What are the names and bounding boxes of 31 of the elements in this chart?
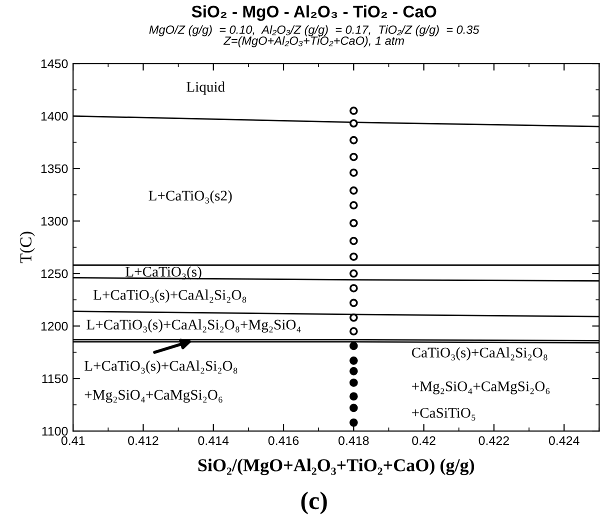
annotation: Liquid bbox=[186, 82, 225, 95]
y-tick-label: 1350 bbox=[41, 164, 68, 174]
x-axis-title: SiO₂/(MgO+Al₂O₃+TiO₂+CaO) (g/g) bbox=[198, 458, 474, 476]
annotation: L+CaTiO₃(s)+CaAl₂Si₂O₈ bbox=[84, 360, 238, 374]
y-tick-label: 1200 bbox=[41, 322, 68, 331]
text: (c) bbox=[301, 492, 327, 514]
y-tick-label: 1150 bbox=[42, 374, 68, 384]
annotation: L+CaTiO₃(s)+CaAl₂Si₂O₈+Mg₂SiO₄ bbox=[86, 319, 301, 333]
y-tick-label: 1100 bbox=[42, 426, 68, 436]
annotation: L+CaTiO₃(s)+CaAl₂Si₂O₈ bbox=[93, 290, 246, 303]
annotation: +Mg₂SiO₄+CaMgSi₂O₆ bbox=[84, 390, 222, 403]
annotation: L+CaTiO₃(s) bbox=[126, 266, 202, 280]
x-tick-label: 0.422 bbox=[478, 436, 509, 446]
x-tick-label: 0.412 bbox=[128, 436, 158, 446]
x-tick-label: 0.424 bbox=[548, 436, 580, 446]
x-tick-label: 0.41 bbox=[61, 436, 85, 446]
y-axis-title: T(C) bbox=[20, 232, 35, 264]
x-tick-label: 0.418 bbox=[338, 436, 369, 446]
annotation: CaTiO₃(s)+CaAl₂Si₂O₈ bbox=[412, 347, 548, 360]
y-tick-label: 1300 bbox=[41, 216, 68, 226]
x-tick-label: 0.414 bbox=[198, 436, 229, 446]
y-tick-label: 1450 bbox=[41, 59, 68, 68]
annotation: L+CaTiO₃(s2) bbox=[148, 190, 232, 204]
y-tick-label: 1400 bbox=[41, 112, 68, 121]
chart-subtitle: MgO/Z (g/g) = 0.10, Al₂O₃/Z (g/g) = 0.17, TiO₂/Z (g/g) = 0.35 Z=(MgO+Al₂O₃+TiO₂+CaO), 1 atm bbox=[149, 25, 480, 48]
y-tick-label: 1250 bbox=[41, 269, 68, 278]
x-tick-label: 0.416 bbox=[268, 436, 299, 446]
chart-title: SiO₂ - MgO - Al₂O₃ - TiO₂ - CaO bbox=[192, 5, 436, 21]
annotation: +Mg₂SiO₄+CaMgSi₂O₆ bbox=[412, 381, 550, 394]
x-tick-label: 0.42 bbox=[412, 436, 436, 446]
annotation: +CaSiTiO₅ bbox=[412, 408, 476, 421]
